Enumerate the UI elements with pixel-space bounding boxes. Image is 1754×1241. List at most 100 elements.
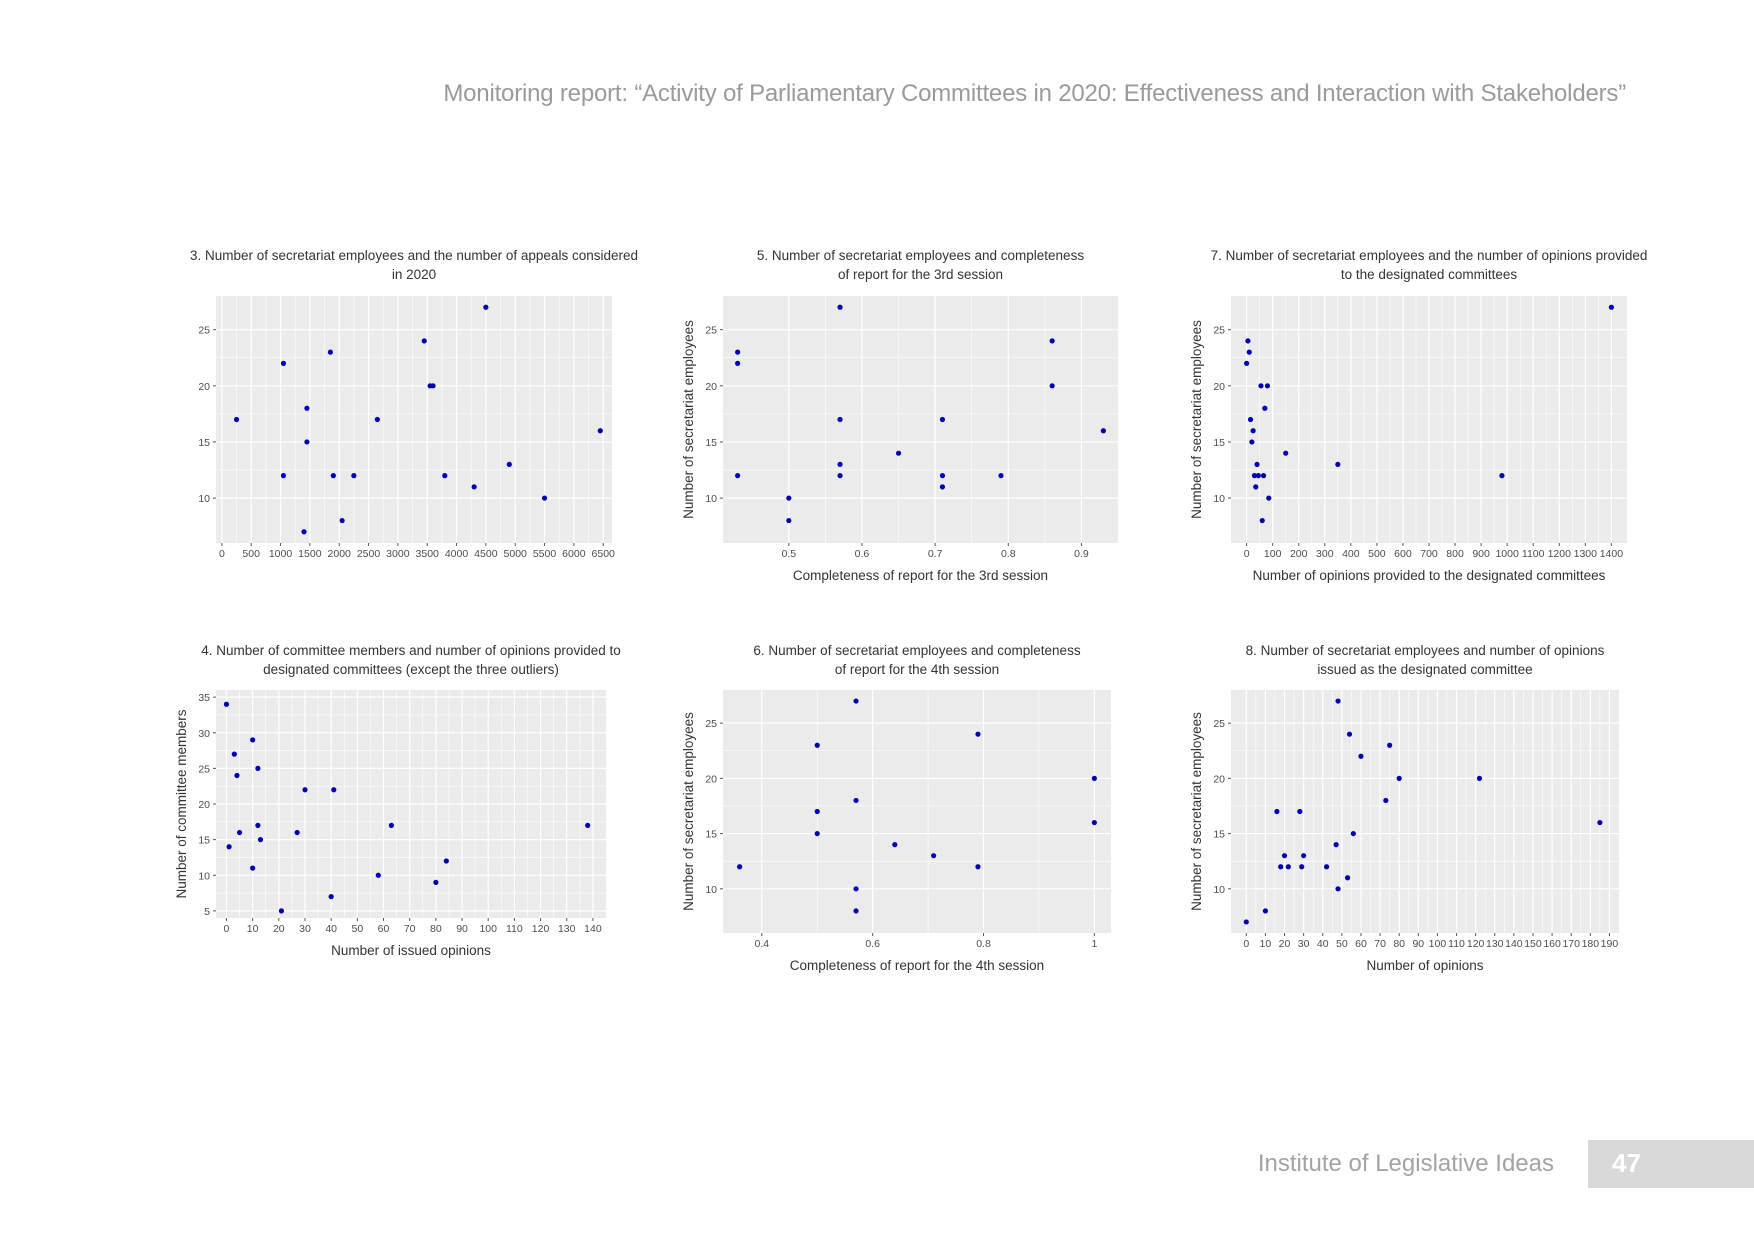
data-point xyxy=(506,461,512,468)
x-tick-label: 190 xyxy=(1601,938,1619,950)
data-point xyxy=(231,751,237,757)
y-tick-label: 5 xyxy=(204,906,210,918)
chart-title-line: 3. Number of secretariat employees and t… xyxy=(190,248,638,263)
x-tick-label: 500 xyxy=(242,548,260,560)
y-tick-label: 25 xyxy=(705,325,717,337)
chart-title-line: issued as the designated committee xyxy=(1317,662,1532,677)
footer-organization: Institute of Legislative Ideas xyxy=(1257,1150,1554,1177)
x-tick-label: 0.7 xyxy=(928,548,943,560)
data-point xyxy=(223,701,230,707)
x-tick-label: 0 xyxy=(224,923,230,935)
x-tick-label: 10 xyxy=(247,923,259,935)
data-point xyxy=(1299,864,1305,870)
chart-c8: 0 10 20 30 40 50 60 70 80 90 100 110 120 130 140 150 160… xyxy=(1189,643,1619,973)
plot-panel xyxy=(723,690,1111,933)
chart-title-line: designated committees (except the three … xyxy=(263,662,559,677)
data-point xyxy=(1301,853,1307,859)
data-point xyxy=(1274,808,1280,815)
data-point xyxy=(1250,428,1256,434)
y-tick-label: 20 xyxy=(1213,773,1225,785)
data-point xyxy=(837,461,843,468)
x-tick-label: 0.4 xyxy=(754,938,769,950)
x-tick-label: 800 xyxy=(1446,548,1464,560)
plot-panel xyxy=(723,296,1118,543)
data-point xyxy=(814,808,820,815)
y-tick-label: 35 xyxy=(198,692,210,704)
y-tick-label: 10 xyxy=(1213,884,1225,896)
chart-c5: 0.5 0.6 0.7 0.8 0.9 10 15 20 25 5. Number of secr… xyxy=(681,248,1118,583)
x-tick-label: 80 xyxy=(430,923,442,935)
data-point xyxy=(1335,886,1341,892)
chart-c6: 0.4 0.6 0.8 1 10 15 20 25 6. Number of secretari… xyxy=(681,643,1111,973)
x-tick-label: 60 xyxy=(1355,938,1367,950)
x-tick-label: 1 xyxy=(1091,938,1097,950)
data-point xyxy=(1243,919,1249,925)
y-tick-label: 10 xyxy=(1213,493,1225,505)
y-tick-label: 20 xyxy=(1213,381,1225,393)
chart-title-line: 5. Number of secretariat employees and c… xyxy=(757,248,1084,263)
x-tick-label: 0 xyxy=(1243,938,1249,950)
x-tick-label: 180 xyxy=(1582,938,1600,950)
data-point xyxy=(351,473,357,479)
x-axis-label: Number of issued opinions xyxy=(331,943,491,958)
x-tick-label: 3500 xyxy=(416,548,440,560)
data-point xyxy=(1259,517,1265,524)
data-point xyxy=(1249,439,1255,445)
data-point xyxy=(236,829,243,836)
x-tick-label: 1500 xyxy=(298,548,322,560)
data-point xyxy=(735,349,741,355)
chart-title-line: 6. Number of secretariat employees and c… xyxy=(753,643,1080,658)
x-tick-label: 1000 xyxy=(269,548,293,560)
page-number: 47 xyxy=(1612,1148,1641,1178)
x-axis-label: Number of opinions provided to the desig… xyxy=(1253,568,1606,583)
y-tick-label: 20 xyxy=(705,773,717,785)
data-point xyxy=(1350,830,1356,837)
data-point xyxy=(975,864,981,870)
data-point xyxy=(234,772,240,779)
data-point xyxy=(328,894,334,900)
plot-panel xyxy=(1231,690,1619,933)
footer-page-box: 47 xyxy=(1588,1140,1754,1188)
data-point xyxy=(1262,405,1268,411)
data-point xyxy=(1262,908,1269,914)
x-tick-label: 3000 xyxy=(386,548,410,560)
chart-title-line: 4. Number of committee members and numbe… xyxy=(201,643,620,658)
data-point xyxy=(1253,484,1259,490)
chart-c4: 0 10 20 30 40 50 60 70 80 90 100 110 120 130 140 5 10 15 2… xyxy=(174,643,621,958)
x-tick-label: 1300 xyxy=(1574,548,1598,560)
data-point xyxy=(1246,349,1252,355)
plot-panel xyxy=(216,296,612,543)
data-point xyxy=(1283,450,1289,456)
data-point xyxy=(541,495,548,501)
data-point xyxy=(1258,383,1264,389)
data-point xyxy=(1383,797,1389,804)
data-point xyxy=(892,842,898,848)
y-tick-label: 10 xyxy=(198,870,210,882)
x-tick-label: 170 xyxy=(1562,938,1580,950)
chart-title-line: in 2020 xyxy=(392,267,436,282)
chart-title-line: of report for the 3rd session xyxy=(838,267,1003,282)
x-tick-label: 70 xyxy=(404,923,416,935)
x-tick-label: 0.8 xyxy=(1001,548,1016,560)
data-point xyxy=(250,737,256,743)
data-point xyxy=(304,405,310,411)
data-point xyxy=(1281,853,1288,859)
data-point xyxy=(375,872,381,878)
data-point xyxy=(1335,698,1341,704)
data-point xyxy=(442,473,448,479)
x-tick-label: 700 xyxy=(1420,548,1438,560)
data-point xyxy=(939,473,946,479)
x-tick-label: 30 xyxy=(1298,938,1310,950)
chart-c3: 0 500 1000 1500 2000 2500 3000 3500 4000 4500 5000… xyxy=(190,248,638,560)
data-point xyxy=(430,383,436,389)
x-tick-label: 120 xyxy=(1467,938,1485,950)
data-point xyxy=(853,908,859,914)
data-point xyxy=(735,473,741,479)
data-point xyxy=(421,338,427,344)
y-tick-label: 25 xyxy=(198,763,210,775)
data-point xyxy=(737,864,743,870)
data-point xyxy=(433,879,439,885)
data-point xyxy=(1499,473,1505,479)
data-point xyxy=(250,865,256,871)
